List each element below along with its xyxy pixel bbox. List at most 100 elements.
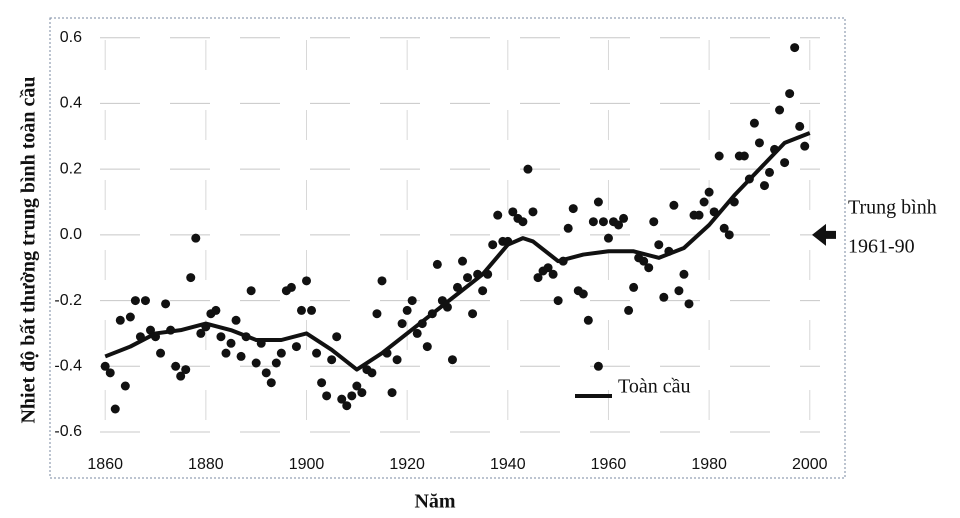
annotation-text: Trung bình (848, 196, 937, 218)
data-point (407, 296, 417, 306)
data-point (402, 305, 412, 315)
data-point (176, 371, 186, 381)
frame (49, 17, 846, 479)
trend-line (104, 131, 811, 372)
data-point (171, 361, 181, 371)
data-point (553, 296, 563, 306)
y-tick-label: -0.6 (54, 423, 82, 440)
data-point (357, 388, 367, 398)
data-point (493, 210, 503, 220)
data-point (488, 240, 498, 250)
data-point (271, 358, 281, 368)
y-tick-label: 0.4 (60, 95, 82, 112)
data-point (412, 328, 422, 338)
data-point (186, 273, 196, 283)
data-point (387, 388, 397, 398)
data-point (110, 404, 120, 414)
data-point (251, 358, 261, 368)
data-point (377, 276, 387, 286)
data-point (568, 204, 578, 214)
data-point (603, 233, 613, 243)
x-tick-label: 1960 (591, 456, 627, 473)
annotation-text: 1961-90 (848, 235, 915, 257)
data-point (785, 89, 795, 99)
data-point (261, 368, 271, 378)
data-point (231, 315, 241, 325)
data-point (614, 220, 624, 230)
data-point (649, 217, 659, 227)
data-point (447, 355, 457, 365)
y-tick-label: 0.2 (60, 160, 82, 177)
data-point (452, 282, 462, 292)
data-point (790, 43, 800, 53)
x-tick-label: 1940 (490, 456, 526, 473)
data-point (739, 151, 749, 161)
data-point (684, 299, 694, 309)
data-point (699, 197, 709, 207)
data-point (704, 187, 714, 197)
data-point (548, 269, 558, 279)
data-point (100, 361, 110, 371)
data-point (181, 365, 191, 375)
data-point (291, 342, 301, 352)
data-point (463, 273, 473, 283)
legend-label: Toàn cầu (618, 376, 690, 398)
data-point (593, 197, 603, 207)
x-axis-label: Năm (414, 491, 455, 513)
data-point (432, 259, 442, 269)
data-point (322, 391, 332, 401)
y-tick-label: 0.6 (60, 29, 82, 46)
data-point (588, 217, 598, 227)
x-tick-label: 1860 (87, 456, 123, 473)
data-point (156, 348, 166, 358)
data-point (765, 167, 775, 177)
data-point (246, 286, 256, 296)
data-point (342, 401, 352, 411)
data-point (669, 200, 679, 210)
data-point (367, 368, 377, 378)
data-point (719, 223, 729, 233)
data-point (795, 121, 805, 131)
data-point (372, 309, 382, 319)
data-point (458, 256, 468, 266)
data-point (775, 105, 785, 115)
data-point (694, 210, 704, 220)
data-point (317, 378, 327, 388)
data-point (759, 181, 769, 191)
data-point (543, 263, 553, 273)
data-point (624, 305, 634, 315)
data-point (593, 361, 603, 371)
data-point (312, 348, 322, 358)
data-point (276, 348, 286, 358)
data-point (337, 394, 347, 404)
data-point (754, 138, 764, 148)
data-point (392, 355, 402, 365)
data-point (629, 282, 639, 292)
data-point (115, 315, 125, 325)
data-point (302, 276, 312, 286)
data-point (130, 296, 140, 306)
data-point (307, 305, 317, 315)
data-point (478, 286, 488, 296)
data-point (674, 286, 684, 296)
x-tick-label: 1920 (389, 456, 425, 473)
data-point (221, 348, 231, 358)
x-tick-label: 1880 (188, 456, 224, 473)
data-point (266, 378, 276, 388)
data-point (226, 338, 236, 348)
x-tick-label: 1900 (289, 456, 325, 473)
y-tick-label: -0.4 (54, 358, 82, 375)
data-point (140, 296, 150, 306)
data-point (800, 141, 810, 151)
data-point (120, 381, 130, 391)
y-tick-label: -0.2 (54, 292, 82, 309)
x-tick-label: 1980 (691, 456, 727, 473)
x-tick-label: 2000 (792, 456, 828, 473)
y-tick-label: 0.0 (60, 226, 82, 243)
data-point (397, 319, 407, 329)
data-point (714, 151, 724, 161)
data-point (619, 213, 629, 223)
data-point (236, 351, 246, 361)
